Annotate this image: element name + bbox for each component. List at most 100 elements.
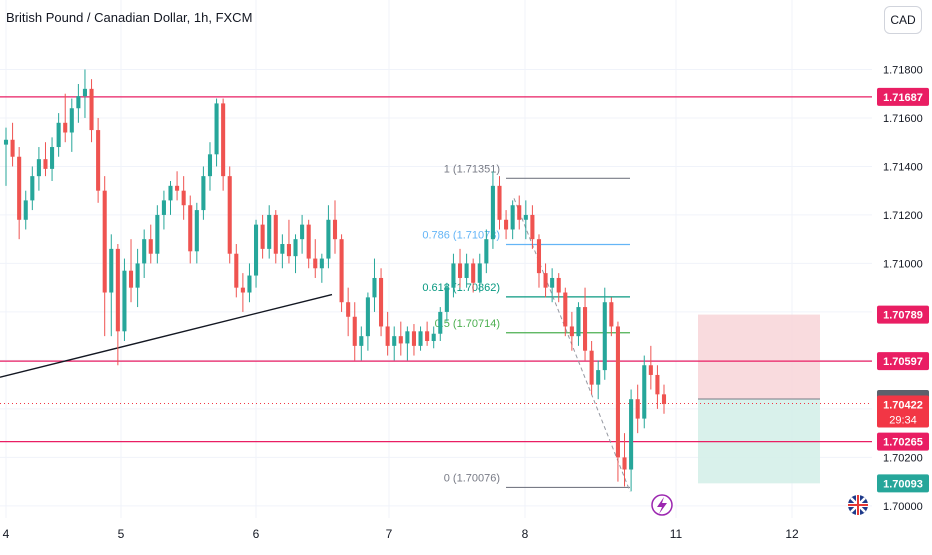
x-tick-label: 11 [670,527,683,541]
price-tag-support-high: 1.70597 [883,356,923,368]
candle-up [23,200,28,220]
candle-up [596,370,601,385]
candle-up [642,365,647,419]
price-tag-current: 1.70422 [883,400,923,412]
candle-up [207,154,213,177]
candle-down [543,273,548,288]
candle-up [365,297,370,337]
candle-down [175,185,180,191]
candle-up [576,307,581,337]
candle-up [490,185,495,240]
candle-down [339,239,344,303]
price-tag-support-high-bg [877,352,929,371]
candle-up [464,263,469,278]
candle-up [319,258,324,269]
x-tick-label: 7 [386,527,393,541]
candle-down [332,219,338,240]
candle-down [655,374,660,395]
candle-up [326,219,331,259]
price-tag-support-low-bg [877,432,929,451]
candle-down [497,185,502,220]
fib-label-0.618: 0.618 (1.70862) [422,282,500,294]
y-tick-label: 1.70200 [883,452,923,464]
trendline [0,293,333,378]
candle-up [56,122,61,148]
candle-up [300,224,305,240]
candle-down [260,224,265,249]
candle-up [602,302,607,371]
price-tag-target-bg [877,474,929,493]
candle-down [589,350,594,385]
candle-down [43,159,48,169]
candle-up [280,244,285,254]
candle-up [254,224,259,276]
candle-up [247,275,252,293]
candle-down [530,214,535,240]
y-tick-label: 1.70000 [883,501,923,513]
candle-down [286,244,291,257]
candle-up [510,205,515,230]
candle-down [148,239,153,254]
candle-up [30,176,35,201]
candle-up [550,277,555,288]
fib-label-1: 1 (1.71351) [444,163,500,175]
candle-down [517,205,522,220]
candle-up [451,263,456,288]
candle-up [405,331,410,344]
x-tick-label: 8 [522,527,529,541]
candle-up [109,248,114,293]
candle-up [194,210,199,252]
y-tick-label: 1.71400 [883,161,923,173]
price-tag-stop: 1.70789 [883,310,923,322]
candle-down [188,205,193,252]
candle-down [227,176,232,254]
candle-up [267,214,272,249]
candle-up [76,96,81,109]
currency-button[interactable]: CAD [884,6,922,34]
candle-up [122,270,127,332]
candle-up [214,103,219,155]
candle-up [438,311,443,334]
candle-up [161,200,166,215]
candle-down [583,307,588,351]
candle-up [477,263,482,283]
candle-up [523,214,528,220]
price-tag-resistance-high-bg [877,87,929,106]
candle-up [36,159,41,177]
candle-down [661,394,667,405]
fib-label-0.786: 0.786 (1.71078) [422,230,500,242]
candle-down [273,214,278,254]
y-tick-label: 1.71800 [883,64,923,76]
candle-up [69,108,74,133]
candle-up [50,147,55,169]
candle-down [221,103,226,177]
candle-up [142,239,147,264]
price-tag-resistance-high: 1.71687 [883,92,923,104]
candle-down [425,331,430,342]
candle-down [556,277,561,293]
y-tick-label: 1.71000 [883,258,923,270]
candle-down [569,326,574,337]
price-tag-support-low: 1.70265 [883,437,923,449]
candle-down [635,399,640,419]
candle-down [346,302,351,317]
candle-down [648,365,653,375]
price-tag-stop-bg [877,305,929,324]
fib-label-0.5: 0.5 (1.70714) [435,318,500,330]
candle-down [471,263,476,283]
candle-down [536,239,542,274]
candle-down [181,190,186,206]
x-tick-label: 4 [3,527,10,541]
candle-down [96,130,101,191]
candle-up [293,239,298,257]
candle-up [431,333,436,342]
candle-up [82,88,87,97]
candle-down [563,292,568,327]
candle-down [609,302,614,327]
candle-down [352,316,357,346]
candle-down [504,219,509,230]
x-tick-label: 5 [118,527,125,541]
candle-down [622,457,627,470]
